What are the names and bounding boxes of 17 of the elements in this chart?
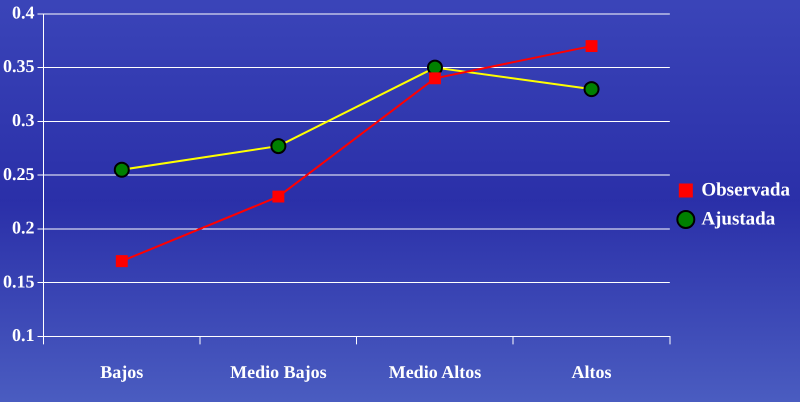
y-tick-label: 0.15 xyxy=(3,271,34,292)
y-tick-label: 0.35 xyxy=(3,56,34,76)
y-tick-label: 0.4 xyxy=(12,2,34,22)
y-tick-label: 0.3 xyxy=(12,110,34,130)
legend-label: Observada xyxy=(701,179,790,200)
point xyxy=(586,40,598,52)
y-tick-label: 0.1 xyxy=(12,325,34,346)
x-tick-label: Bajos xyxy=(100,362,144,382)
point xyxy=(116,255,128,268)
x-tick-label: Medio Bajos xyxy=(230,362,327,382)
x-tick-label: Altos xyxy=(572,362,612,382)
point xyxy=(272,190,284,203)
legend-label: Ajustada xyxy=(701,208,776,230)
point xyxy=(429,72,441,84)
x-tick-label: Medio Altos xyxy=(388,362,482,382)
y-tick-label: 0.25 xyxy=(3,164,34,184)
y-tick-label: 0.2 xyxy=(12,218,34,238)
